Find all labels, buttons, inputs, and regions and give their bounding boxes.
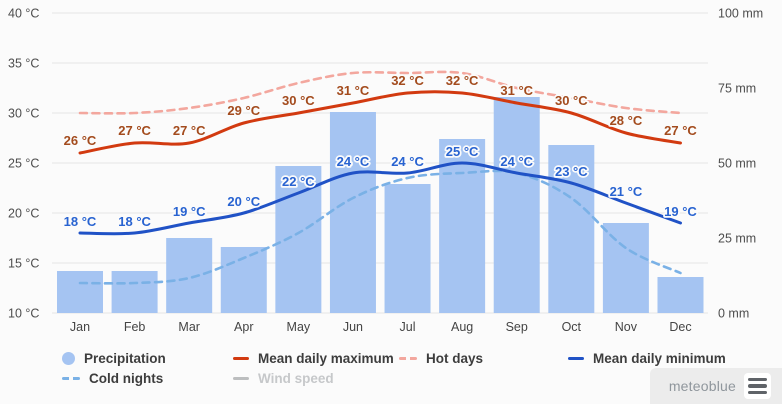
cold-nights-swatch bbox=[62, 376, 80, 380]
month-label: May bbox=[287, 320, 311, 334]
min-temp-label: 24 °C bbox=[500, 154, 533, 169]
precipitation-bar[interactable] bbox=[329, 112, 376, 313]
max-temp-label: 31 °C bbox=[337, 83, 370, 98]
max-temp-label: 31 °C bbox=[500, 83, 533, 98]
month-label: Oct bbox=[562, 320, 582, 334]
month-label: Sep bbox=[506, 320, 528, 334]
legend-label: Wind speed bbox=[258, 370, 334, 386]
max-temp-label: 32 °C bbox=[391, 73, 424, 88]
y-axis-label-left: 30 °C bbox=[8, 107, 39, 121]
month-label: Jan bbox=[70, 320, 90, 334]
mean-daily-maximum-line bbox=[78, 90, 682, 155]
max-temp-label: 30 °C bbox=[555, 93, 588, 108]
month-label: Mar bbox=[178, 320, 200, 334]
max-temp-label: 29 °C bbox=[227, 103, 260, 118]
precipitation-bar[interactable] bbox=[602, 223, 649, 313]
max-temp-label: 27 °C bbox=[664, 123, 697, 138]
cold-nights-line bbox=[78, 169, 682, 285]
attribution-footer: meteoblue bbox=[650, 368, 782, 404]
month-label: Aug bbox=[451, 320, 473, 334]
min-temp-label: 19 °C bbox=[173, 204, 206, 219]
legend-item-hot-days[interactable]: Hot days bbox=[399, 350, 483, 366]
min-temp-label: 18 °C bbox=[64, 214, 97, 229]
precipitation-bar[interactable] bbox=[439, 139, 486, 313]
mean-daily-minimum-line bbox=[78, 161, 682, 236]
max-temp-label: 27 °C bbox=[118, 123, 151, 138]
month-label: Jul bbox=[400, 320, 416, 334]
y-axis-label-right: 75 mm bbox=[718, 82, 756, 96]
y-axis-label-right: 100 mm bbox=[718, 7, 763, 21]
min-temp-label: 24 °C bbox=[391, 154, 424, 169]
legend-label: Mean daily maximum bbox=[258, 350, 394, 366]
legend-label: Hot days bbox=[426, 350, 484, 366]
precipitation-bar[interactable] bbox=[166, 238, 213, 313]
precipitation-swatch bbox=[62, 351, 75, 365]
wind-speed-swatch bbox=[233, 376, 249, 380]
max-temp-label: 28 °C bbox=[610, 113, 643, 128]
precipitation-bar[interactable] bbox=[493, 97, 540, 313]
min-temp-label: 20 °C bbox=[227, 194, 260, 209]
y-axis-label-left: 15 °C bbox=[8, 257, 39, 271]
y-axis-label-right: 0 mm bbox=[718, 307, 749, 321]
hot-days-swatch bbox=[399, 356, 417, 360]
legend-item-mean-daily-minimum[interactable]: Mean daily minimum bbox=[568, 350, 726, 366]
y-axis-label-right: 25 mm bbox=[718, 232, 756, 246]
legend-item-precipitation[interactable]: Precipitation bbox=[62, 350, 166, 366]
month-label: Feb bbox=[124, 320, 146, 334]
min-temp-label: 21 °C bbox=[610, 184, 643, 199]
mean-daily-maximum-swatch bbox=[233, 356, 249, 360]
month-label: Apr bbox=[234, 320, 253, 334]
min-temp-label: 25 °C bbox=[446, 144, 479, 159]
legend-item-mean-daily-maximum[interactable]: Mean daily maximum bbox=[233, 350, 394, 366]
month-label: Nov bbox=[615, 320, 638, 334]
y-axis-label-left: 20 °C bbox=[8, 207, 39, 221]
min-temp-label: 23 °C bbox=[555, 164, 588, 179]
y-axis-label-left: 10 °C bbox=[8, 307, 39, 321]
legend-item-wind-speed[interactable]: Wind speed bbox=[233, 370, 334, 386]
menu-button[interactable] bbox=[744, 373, 771, 399]
precipitation-bar[interactable] bbox=[111, 271, 158, 313]
hot-days-line bbox=[78, 70, 682, 115]
max-temp-label: 27 °C bbox=[173, 123, 206, 138]
month-label: Dec bbox=[669, 320, 691, 334]
precipitation-bar[interactable] bbox=[657, 277, 704, 313]
meteoblue-brand[interactable]: meteoblue bbox=[668, 378, 736, 394]
mean-daily-minimum-swatch bbox=[568, 356, 584, 360]
legend-label: Precipitation bbox=[84, 350, 166, 366]
min-temp-label: 18 °C bbox=[118, 214, 151, 229]
climate-chart: 40 °C 35 °C 30 °C 25 °C 20 °C 15 °C 10 °C 100 m… bbox=[8, 7, 763, 335]
legend-label: Cold nights bbox=[89, 370, 164, 386]
precipitation-bar[interactable] bbox=[548, 145, 595, 313]
min-temp-label: 22 °C bbox=[282, 174, 315, 189]
precipitation-bar[interactable] bbox=[57, 271, 103, 313]
y-axis-label-left: 25 °C bbox=[8, 157, 39, 171]
precipitation-bar[interactable] bbox=[384, 184, 431, 313]
max-temp-label: 32 °C bbox=[446, 73, 479, 88]
min-temp-label: 19 °C bbox=[664, 204, 697, 219]
legend-item-cold-nights[interactable]: Cold nights bbox=[62, 370, 163, 386]
y-axis-label-right: 50 mm bbox=[718, 157, 756, 171]
precipitation-bar[interactable] bbox=[275, 166, 322, 313]
min-temp-label: 24 °C bbox=[337, 154, 370, 169]
month-label: Jun bbox=[343, 320, 363, 334]
legend-label: Mean daily minimum bbox=[593, 350, 726, 366]
max-temp-label: 30 °C bbox=[282, 93, 315, 108]
y-axis-label-left: 35 °C bbox=[8, 57, 39, 71]
y-axis-label-left: 40 °C bbox=[8, 7, 39, 21]
max-temp-label: 26 °C bbox=[64, 133, 97, 148]
